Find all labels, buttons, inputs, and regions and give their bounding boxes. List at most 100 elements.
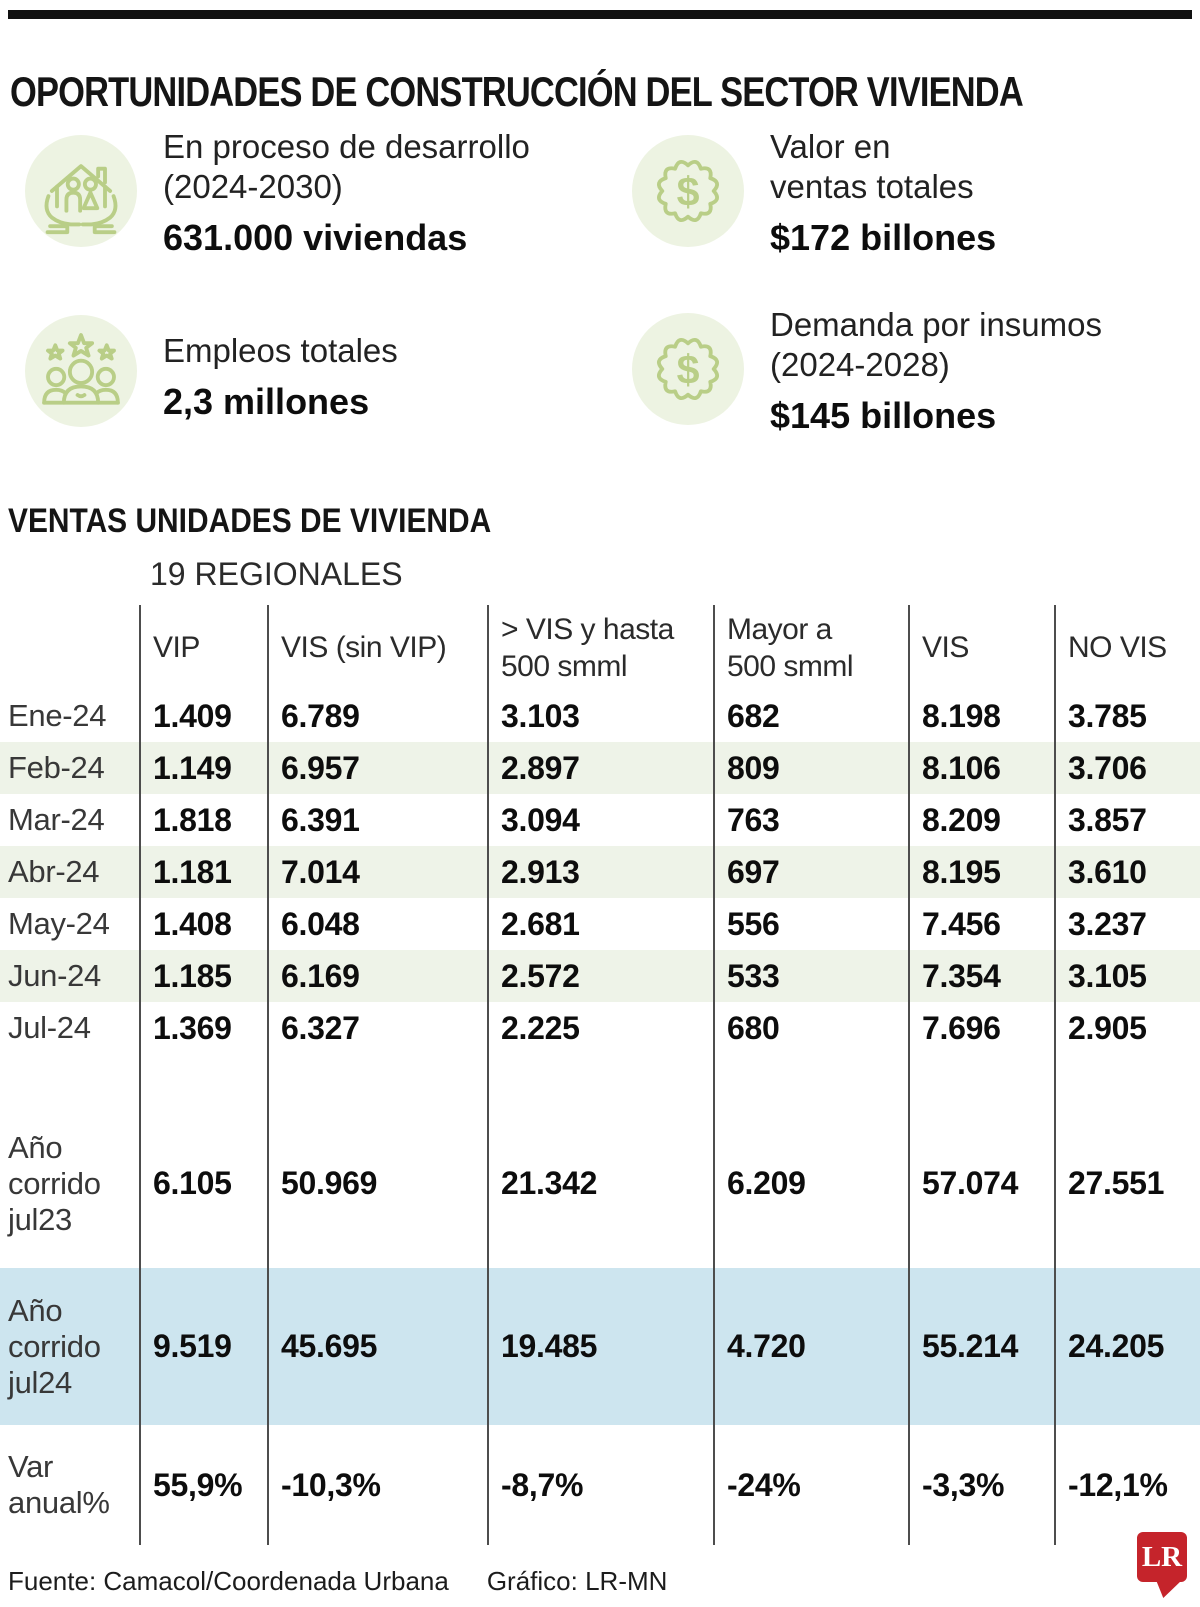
table-cell: 8.198 xyxy=(908,690,1054,742)
table-cell: 7.456 xyxy=(908,898,1054,950)
table-cell: 2.572 xyxy=(487,950,713,1002)
stat-value: 631.000 viviendas xyxy=(163,217,468,258)
table-cell: -10,3% xyxy=(267,1425,487,1545)
stat-card-empleos: Empleos totales 2,3 millones xyxy=(25,315,398,427)
dollar-badge-icon: $ xyxy=(632,135,744,247)
source-credit: Fuente: Camacol/Coordenada Urbana xyxy=(8,1566,449,1596)
table-cell: 680 xyxy=(713,1002,908,1054)
row-label: Año corrido jul23 xyxy=(8,1129,101,1237)
table-cell: 763 xyxy=(713,794,908,846)
table-cell: 21.342 xyxy=(487,1054,713,1268)
table-cell: 27.551 xyxy=(1054,1054,1200,1268)
sales-table: VIP VIS (sin VIP) > VIS y hasta 500 smml… xyxy=(0,605,1200,1545)
stat-text: Demanda por insumos (2024-2028) $145 bil… xyxy=(770,305,1102,437)
table-cell: 2.681 xyxy=(487,898,713,950)
table-cell: 1.409 xyxy=(139,690,267,742)
stat-card-ventas: $ Valor en ventas totales $172 billones xyxy=(632,128,996,259)
stat-label: En proceso de desarrollo (2024-2030) xyxy=(163,128,530,205)
svg-text:$: $ xyxy=(677,169,700,215)
house-in-hands-icon xyxy=(25,135,137,247)
table-cell: 19.485 xyxy=(487,1268,713,1425)
table-row-jul24: Jul-24 1.369 6.327 2.225 680 7.696 2.905 xyxy=(0,1002,1200,1054)
table-cell: 3.105 xyxy=(1054,950,1200,1002)
stat-text: En proceso de desarrollo (2024-2030) 631… xyxy=(163,127,530,259)
table-cell: 6.327 xyxy=(267,1002,487,1054)
column-header-vip: VIP xyxy=(139,605,267,690)
table-cell: 9.519 xyxy=(139,1268,267,1425)
table-cell: 3.706 xyxy=(1054,742,1200,794)
table-cell: -12,1% xyxy=(1054,1425,1200,1545)
table-row-acum-jul23: Año corrido jul23 6.105 50.969 21.342 6.… xyxy=(0,1054,1200,1268)
table-row-acum-jul24-highlight: Año corrido jul24 9.519 45.695 19.485 4.… xyxy=(0,1268,1200,1425)
column-header-vis-sin-vip: VIS (sin VIP) xyxy=(267,605,487,690)
table-cell: 24.205 xyxy=(1054,1268,1200,1425)
row-label: Jul-24 xyxy=(8,1010,91,1045)
table-cell: 2.225 xyxy=(487,1002,713,1054)
row-label: Jun-24 xyxy=(8,958,101,993)
table-cell: 7.354 xyxy=(908,950,1054,1002)
stat-text: Empleos totales 2,3 millones xyxy=(163,331,398,427)
table-row-mar24: Mar-24 1.818 6.391 3.094 763 8.209 3.857 xyxy=(0,794,1200,846)
table-row-feb24: Feb-24 1.149 6.957 2.897 809 8.106 3.706 xyxy=(0,742,1200,794)
table-cell: 3.237 xyxy=(1054,898,1200,950)
table-cell: 809 xyxy=(713,742,908,794)
table-cell: 7.014 xyxy=(267,846,487,898)
table-header-row: VIP VIS (sin VIP) > VIS y hasta 500 smml… xyxy=(0,605,1200,690)
table-subheading: 19 REGIONALES xyxy=(150,556,403,592)
table-row-abr24: Abr-24 1.181 7.014 2.913 697 8.195 3.610 xyxy=(0,846,1200,898)
table-cell: 533 xyxy=(713,950,908,1002)
table-cell: 6.048 xyxy=(267,898,487,950)
row-label: May-24 xyxy=(8,906,110,941)
table-cell: 7.696 xyxy=(908,1002,1054,1054)
corner-cell xyxy=(0,605,139,690)
table-cell: 2.905 xyxy=(1054,1002,1200,1054)
row-label: Feb-24 xyxy=(8,750,105,785)
table-cell: 8.106 xyxy=(908,742,1054,794)
footer: Fuente: Camacol/Coordenada Urbana Gráfic… xyxy=(8,1566,667,1597)
table-cell: -3,3% xyxy=(908,1425,1054,1545)
table-row-var-anual: Var anual% 55,9% -10,3% -8,7% -24% -3,3%… xyxy=(0,1425,1200,1545)
table-cell: 1.185 xyxy=(139,950,267,1002)
row-label: Año corrido jul24 xyxy=(8,1292,101,1400)
table-cell: 55,9% xyxy=(139,1425,267,1545)
table-row-ene24: Ene-24 1.409 6.789 3.103 682 8.198 3.785 xyxy=(0,690,1200,742)
column-header-vis: VIS xyxy=(908,605,1054,690)
table-cell: 4.720 xyxy=(713,1268,908,1425)
people-stars-icon xyxy=(25,315,137,427)
column-header-vis-hasta-500: > VIS y hasta 500 smml xyxy=(487,605,713,690)
row-label: Var anual% xyxy=(8,1449,110,1520)
table-cell: 6.789 xyxy=(267,690,487,742)
table-cell: 50.969 xyxy=(267,1054,487,1268)
table-cell: 697 xyxy=(713,846,908,898)
table-cell: 1.818 xyxy=(139,794,267,846)
table-cell: 556 xyxy=(713,898,908,950)
stat-value: $172 billones xyxy=(770,217,997,258)
table-cell: 6.209 xyxy=(713,1054,908,1268)
stat-value: $145 billones xyxy=(770,395,997,436)
table-cell: -24% xyxy=(713,1425,908,1545)
table-cell: 6.105 xyxy=(139,1054,267,1268)
lr-logo-tail xyxy=(1156,1580,1182,1598)
table-cell: 57.074 xyxy=(908,1054,1054,1268)
table-cell: 1.408 xyxy=(139,898,267,950)
table-cell: 6.169 xyxy=(267,950,487,1002)
table-row-may24: May-24 1.408 6.048 2.681 556 7.456 3.237 xyxy=(0,898,1200,950)
table-cell: 6.957 xyxy=(267,742,487,794)
stat-value: 2,3 millones xyxy=(163,381,370,422)
table-cell: 3.094 xyxy=(487,794,713,846)
row-label: Mar-24 xyxy=(8,802,105,837)
table-cell: 2.897 xyxy=(487,742,713,794)
stat-card-desarrollo: En proceso de desarrollo (2024-2030) 631… xyxy=(25,128,530,259)
stat-label: Valor en ventas totales xyxy=(770,128,974,205)
row-label: Ene-24 xyxy=(8,698,107,733)
graphic-credit: Gráfico: LR-MN xyxy=(486,1566,668,1596)
lr-logo: LR xyxy=(1137,1532,1187,1582)
page-title: OPORTUNIDADES DE CONSTRUCCIÓN DEL SECTOR… xyxy=(10,68,1024,116)
table-cell: 682 xyxy=(713,690,908,742)
column-header-no-vis: NO VIS xyxy=(1054,605,1200,690)
stat-card-insumos: $ Demanda por insumos (2024-2028) $145 b… xyxy=(632,306,1102,437)
stat-text: Valor en ventas totales $172 billones xyxy=(770,127,996,259)
stat-label: Demanda por insumos (2024-2028) xyxy=(770,306,1102,383)
table-row-jun24: Jun-24 1.185 6.169 2.572 533 7.354 3.105 xyxy=(0,950,1200,1002)
